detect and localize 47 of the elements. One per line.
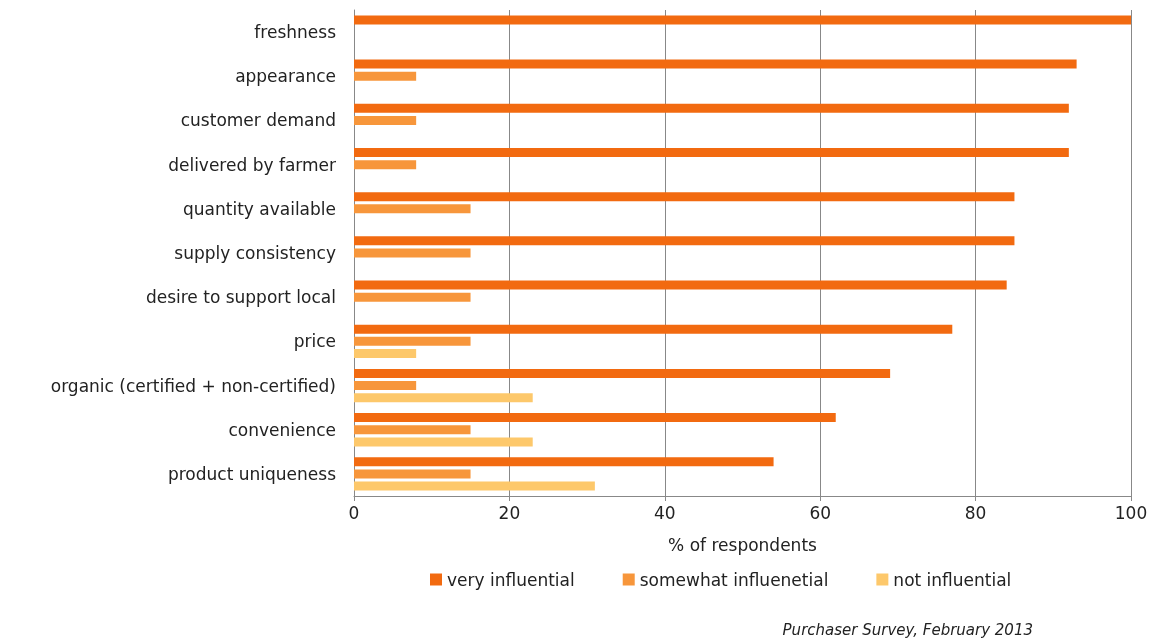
bar (354, 481, 595, 491)
y-tick-label: freshness (254, 22, 337, 43)
bar (354, 324, 953, 334)
y-tick-label: organic (certified + non-certified) (50, 375, 336, 396)
y-tick-label: supply consistency (174, 243, 336, 263)
bar (354, 160, 417, 170)
bar (354, 381, 417, 391)
legend-label: not influential (893, 569, 1012, 590)
legend-label: somewhat influenetial (639, 569, 829, 590)
bar (354, 469, 471, 479)
y-tick-label: quantity available (182, 198, 336, 219)
x-tick-label: 20 (498, 502, 521, 523)
x-tick-label: 40 (653, 502, 676, 523)
bar (354, 280, 1007, 290)
bar (354, 204, 471, 214)
y-tick-label: product uniqueness (167, 463, 337, 484)
x-tick-label: 60 (809, 502, 832, 523)
text: Purchaser Survey, February 2013 (782, 620, 1034, 639)
bar (354, 115, 417, 125)
bar (354, 393, 533, 403)
y-tick-label: convenience (228, 419, 336, 440)
bar (354, 236, 1015, 246)
bar (354, 15, 1131, 25)
x-tick-label: 80 (964, 502, 987, 523)
bar (354, 368, 891, 378)
x-tick-label: 0 (348, 502, 360, 523)
bar (354, 71, 417, 81)
bar (354, 248, 471, 258)
bar (354, 59, 1077, 69)
bar (354, 147, 1069, 157)
y-tick-label: desire to support local (145, 287, 336, 308)
x-axis-title: % of respondents (668, 534, 818, 555)
y-tick-label: delivered by farmer (168, 154, 337, 175)
bar (354, 413, 836, 423)
bar (354, 103, 1069, 113)
bar (354, 192, 1015, 202)
bar (354, 292, 471, 302)
y-tick-label: customer demand (180, 110, 336, 131)
bar (354, 425, 471, 435)
bar (354, 349, 417, 359)
bar (354, 336, 471, 346)
legend-label: very influential (447, 569, 575, 590)
x-tick-label: 100 (1114, 502, 1148, 523)
y-tick-label: appearance (235, 66, 336, 87)
y-tick-label: price (293, 331, 336, 352)
bar (354, 457, 774, 467)
bar (354, 437, 533, 447)
